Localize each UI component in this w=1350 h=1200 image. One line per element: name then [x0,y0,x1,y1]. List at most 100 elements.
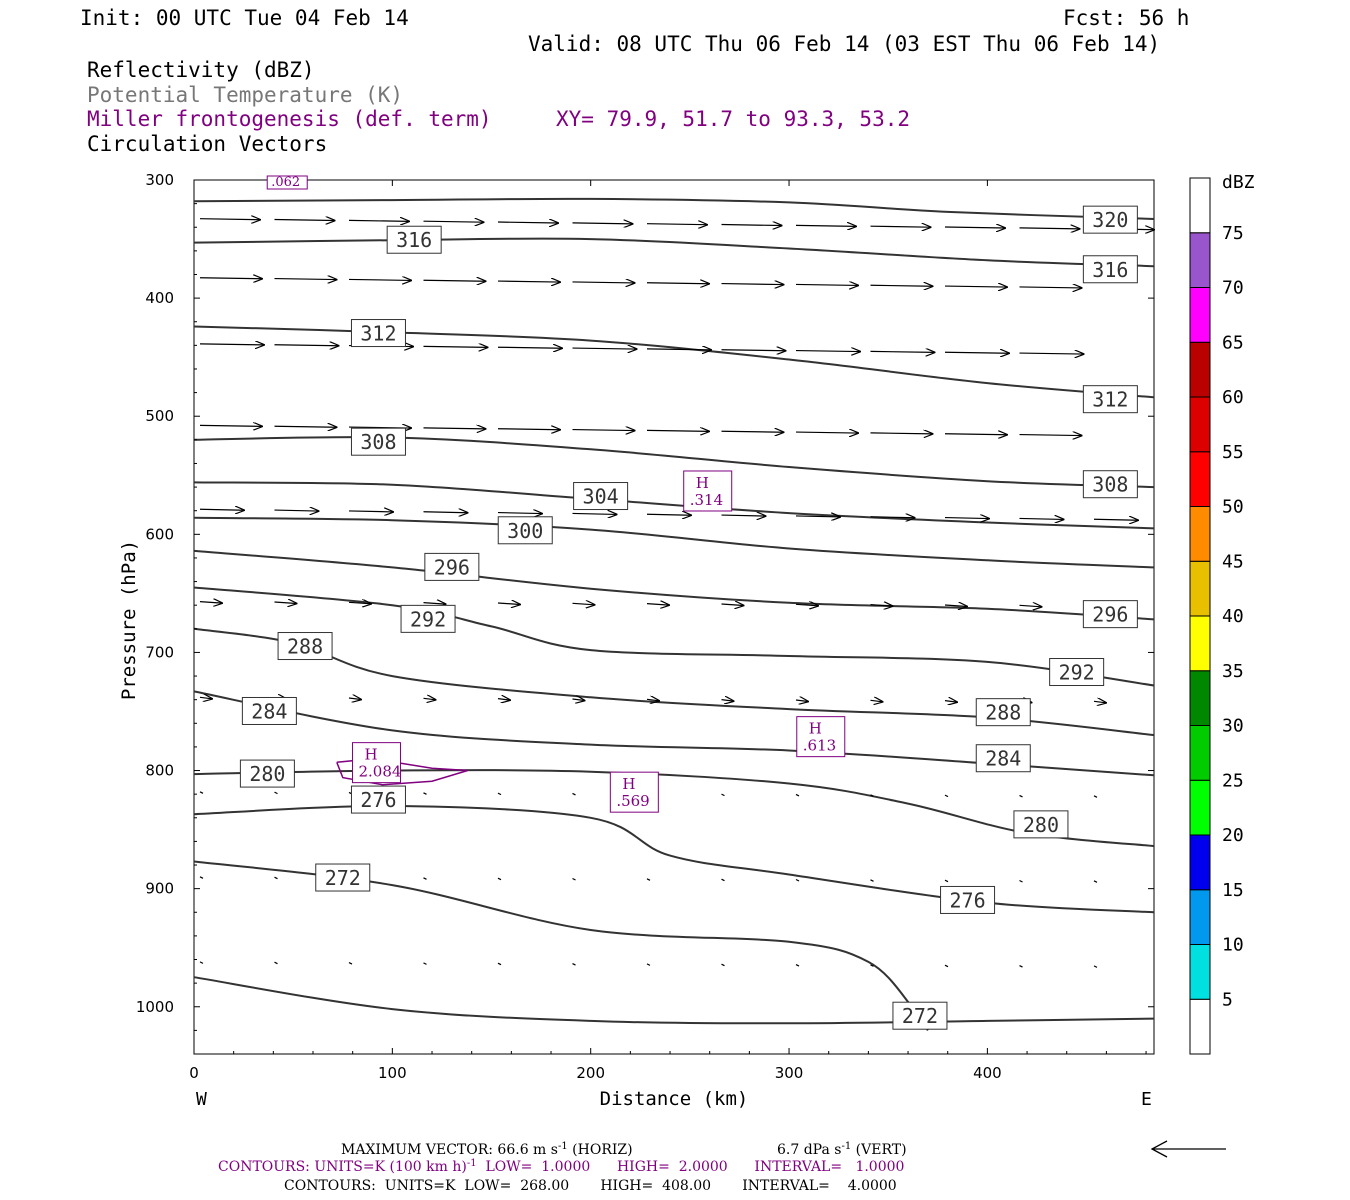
circulation-vector [199,697,212,699]
colorbar-level-30: 30 [1222,716,1244,737]
circulation-vector [721,604,744,606]
frontogenesis-max-box [796,716,846,758]
contour-label-316: 316 [1082,255,1138,284]
valid-time: Valid: 08 UTC Thu 06 Feb 14 (03 EST Thu … [528,32,1160,56]
circulation-vector [870,226,931,227]
contour-label-text: 280 [1023,813,1059,837]
x-axis-ticks: 0 100 200 300 400 [189,180,1147,1082]
circulation-vector [572,348,637,349]
contour-label-276: 276 [940,885,996,914]
contour-label-text: 288 [287,635,323,659]
contour-label-box [241,696,297,725]
colorbar-level-55: 55 [1222,442,1244,463]
circulation-vector [423,428,486,429]
circulation-vector [497,699,510,701]
circulation-vector [572,963,576,966]
reflectivity-colorbar: 5 10 15 20 25 30 35 40 45 50 55 60 65 70 75 [1189,177,1244,1055]
theta-contour-292 [193,586,1155,687]
contour-label-box [1082,385,1138,414]
contour-label-text: 276 [949,888,985,912]
circulation-vector [1019,965,1023,968]
circulation-vector [1019,879,1023,883]
contour-label-box [1082,470,1138,499]
plot-frame [193,179,1155,1055]
contour-label-296: 296 [424,552,480,581]
circulation-vector [870,964,874,967]
colorbar-segment [1189,889,1211,945]
field-theta: Potential Temperature (K) [87,83,403,107]
circulation-vector [497,281,560,282]
circulation-vector [497,877,502,881]
circulation-vector [497,603,520,605]
frontogenesis-max-label: .062 [266,175,308,190]
circulation-vector [795,351,860,352]
circulation-vector [497,222,558,223]
circulation-vector [199,278,262,279]
circulation-vector [274,602,297,604]
circulation-vector [274,791,278,795]
colorbar-segment [1189,451,1211,507]
circulation-vector [423,603,446,605]
frontogenesis-max-label: H.569 [609,771,659,813]
circulation-vector [423,877,427,880]
contour-label-box [1013,810,1069,839]
colorbar-level-45: 45 [1222,551,1244,572]
y-tick-label-400: 400 [145,289,174,307]
colorbar-segment [1189,834,1211,891]
circulation-vector [870,794,874,797]
circulation-vector [274,961,278,965]
circulation-vector [721,225,782,226]
contour-label-box [239,759,295,788]
colorbar-segment [1189,998,1211,1055]
circulation-vector [721,793,725,797]
circulation-vector [497,347,562,348]
y-tick-label-500: 500 [145,407,174,425]
circulation-vector [795,793,800,797]
circulation-vector [572,430,635,431]
frontogenesis-max-letter: H [622,775,635,793]
circulation-vectors [199,219,1154,968]
contour-label-text: 272 [902,1004,938,1028]
contour-label-text: 292 [410,607,446,631]
x-axis-label: Distance (km) [600,1088,749,1110]
circulation-vector [199,602,222,604]
circulation-vector [944,434,1007,435]
contour-label-text: 304 [583,485,619,509]
circulation-vector [870,433,933,434]
circulation-vector [646,349,711,350]
circulation-vector [721,700,734,702]
contour-label-box [940,885,996,914]
circulation-vector [795,284,858,285]
y-tick-label-300: 300 [145,171,174,189]
contour-label-box [1082,600,1138,629]
contour-label-292: 292 [1049,658,1105,687]
circulation-vector [646,699,659,701]
circulation-vector [721,350,786,351]
theta-contour-308 [193,436,1155,489]
max-vector-vert: 6.7 dPa s-1 (VERT) [777,1141,907,1158]
circulation-vector [1093,795,1098,798]
contour-label-308: 308 [350,427,406,456]
circulation-vector [795,604,818,606]
circulation-vector [944,879,949,883]
colorbar-segment [1189,506,1211,562]
circulation-vector [870,605,893,607]
y-tick-label-800: 800 [145,762,174,780]
frontogenesis-max-label: H.314 [683,470,733,512]
x-tick-label-0: 0 [189,1064,199,1082]
circulation-vector [944,227,1005,228]
contour-label-text: 312 [1092,388,1128,412]
circulation-vector [274,279,337,280]
colorbar-unit: dBZ [1222,172,1255,193]
frontogenesis-max-value: .314 [690,491,723,509]
contour-label-box [386,225,442,254]
circulation-vector [348,220,409,221]
contour-label-288: 288 [975,698,1031,727]
circulation-vector [721,878,725,882]
circulation-vector [1019,518,1064,519]
colorbar-segment [1189,341,1211,398]
frontogenesis-max-letter: H [809,720,822,738]
frontogenesis-max-box [351,742,401,784]
contour-label-box [1082,255,1138,284]
